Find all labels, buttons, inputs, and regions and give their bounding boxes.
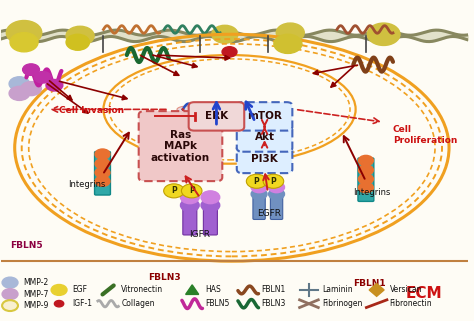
Text: IGFR: IGFR	[190, 230, 210, 239]
Circle shape	[181, 191, 199, 204]
Circle shape	[2, 277, 18, 288]
FancyBboxPatch shape	[183, 206, 197, 235]
Circle shape	[269, 189, 284, 199]
Circle shape	[46, 80, 63, 91]
Text: PI3K: PI3K	[251, 154, 278, 164]
Circle shape	[95, 176, 110, 187]
Circle shape	[246, 174, 267, 188]
Circle shape	[251, 189, 267, 199]
FancyBboxPatch shape	[189, 102, 244, 131]
FancyBboxPatch shape	[253, 195, 265, 220]
Ellipse shape	[256, 105, 277, 111]
Text: MMP-7: MMP-7	[23, 290, 48, 299]
Text: Laminin: Laminin	[322, 285, 353, 294]
Ellipse shape	[237, 108, 264, 115]
Circle shape	[181, 199, 199, 212]
Circle shape	[51, 284, 67, 295]
Text: P: P	[171, 187, 177, 195]
Text: Versican: Versican	[390, 285, 422, 294]
Circle shape	[358, 174, 374, 184]
FancyBboxPatch shape	[358, 158, 374, 201]
Circle shape	[2, 300, 18, 311]
Circle shape	[55, 300, 64, 307]
Circle shape	[95, 159, 110, 169]
Text: Fibrinogen: Fibrinogen	[322, 299, 363, 308]
Circle shape	[9, 77, 30, 91]
Text: FBLN3: FBLN3	[261, 299, 286, 308]
Circle shape	[34, 72, 51, 83]
Text: Integrins: Integrins	[68, 180, 106, 189]
Circle shape	[367, 23, 400, 46]
Circle shape	[263, 174, 284, 188]
Circle shape	[274, 34, 302, 53]
Text: mTOR: mTOR	[247, 111, 282, 121]
Circle shape	[6, 21, 42, 45]
Text: ERK: ERK	[205, 111, 228, 121]
Text: FBLN5: FBLN5	[205, 299, 229, 308]
Circle shape	[164, 184, 184, 198]
FancyBboxPatch shape	[237, 123, 292, 152]
Text: Integrins: Integrins	[353, 188, 391, 197]
FancyBboxPatch shape	[237, 145, 292, 173]
Circle shape	[21, 82, 41, 96]
Text: P: P	[254, 177, 259, 186]
Circle shape	[9, 86, 30, 100]
Circle shape	[358, 165, 374, 175]
Circle shape	[212, 25, 238, 43]
Ellipse shape	[199, 104, 222, 110]
Text: Cell
Proliferation: Cell Proliferation	[393, 125, 457, 145]
Text: FBLN1: FBLN1	[261, 285, 285, 294]
Circle shape	[276, 23, 304, 42]
Circle shape	[66, 26, 94, 46]
FancyBboxPatch shape	[203, 206, 218, 235]
Text: MMP-2: MMP-2	[23, 278, 48, 287]
Circle shape	[23, 64, 39, 75]
Text: Vitronectin: Vitronectin	[121, 285, 164, 294]
Text: Ras
MAPk
activation: Ras MAPk activation	[151, 129, 210, 163]
Text: IGF-1: IGF-1	[72, 299, 92, 308]
Circle shape	[66, 34, 90, 50]
Circle shape	[2, 289, 18, 299]
Text: P: P	[271, 177, 276, 186]
Circle shape	[182, 184, 202, 198]
Text: FBLN3: FBLN3	[148, 273, 181, 282]
Text: MMP-9: MMP-9	[23, 301, 48, 310]
Text: FBLN5: FBLN5	[10, 241, 43, 250]
Text: EGFR: EGFR	[257, 209, 281, 218]
Circle shape	[10, 33, 38, 52]
Circle shape	[251, 182, 267, 193]
Circle shape	[95, 168, 110, 178]
Ellipse shape	[177, 106, 203, 113]
Polygon shape	[186, 285, 199, 294]
Circle shape	[95, 149, 110, 159]
FancyBboxPatch shape	[139, 111, 222, 181]
FancyBboxPatch shape	[270, 195, 283, 220]
Text: Akt: Akt	[255, 133, 274, 143]
Circle shape	[269, 182, 284, 193]
Circle shape	[201, 199, 220, 212]
Circle shape	[358, 155, 374, 166]
Polygon shape	[369, 283, 384, 296]
Circle shape	[222, 47, 237, 57]
Text: ECM: ECM	[405, 286, 442, 301]
FancyBboxPatch shape	[95, 152, 110, 195]
Circle shape	[358, 183, 374, 193]
Text: Fibronectin: Fibronectin	[390, 299, 432, 308]
Text: Cell Invasion: Cell Invasion	[59, 107, 124, 116]
Circle shape	[201, 191, 220, 204]
Text: Collagen: Collagen	[121, 299, 155, 308]
Text: EGF: EGF	[72, 285, 87, 294]
FancyBboxPatch shape	[237, 102, 292, 131]
Text: HAS: HAS	[205, 285, 221, 294]
Text: FBLN1: FBLN1	[353, 279, 386, 288]
Text: P: P	[189, 187, 195, 195]
